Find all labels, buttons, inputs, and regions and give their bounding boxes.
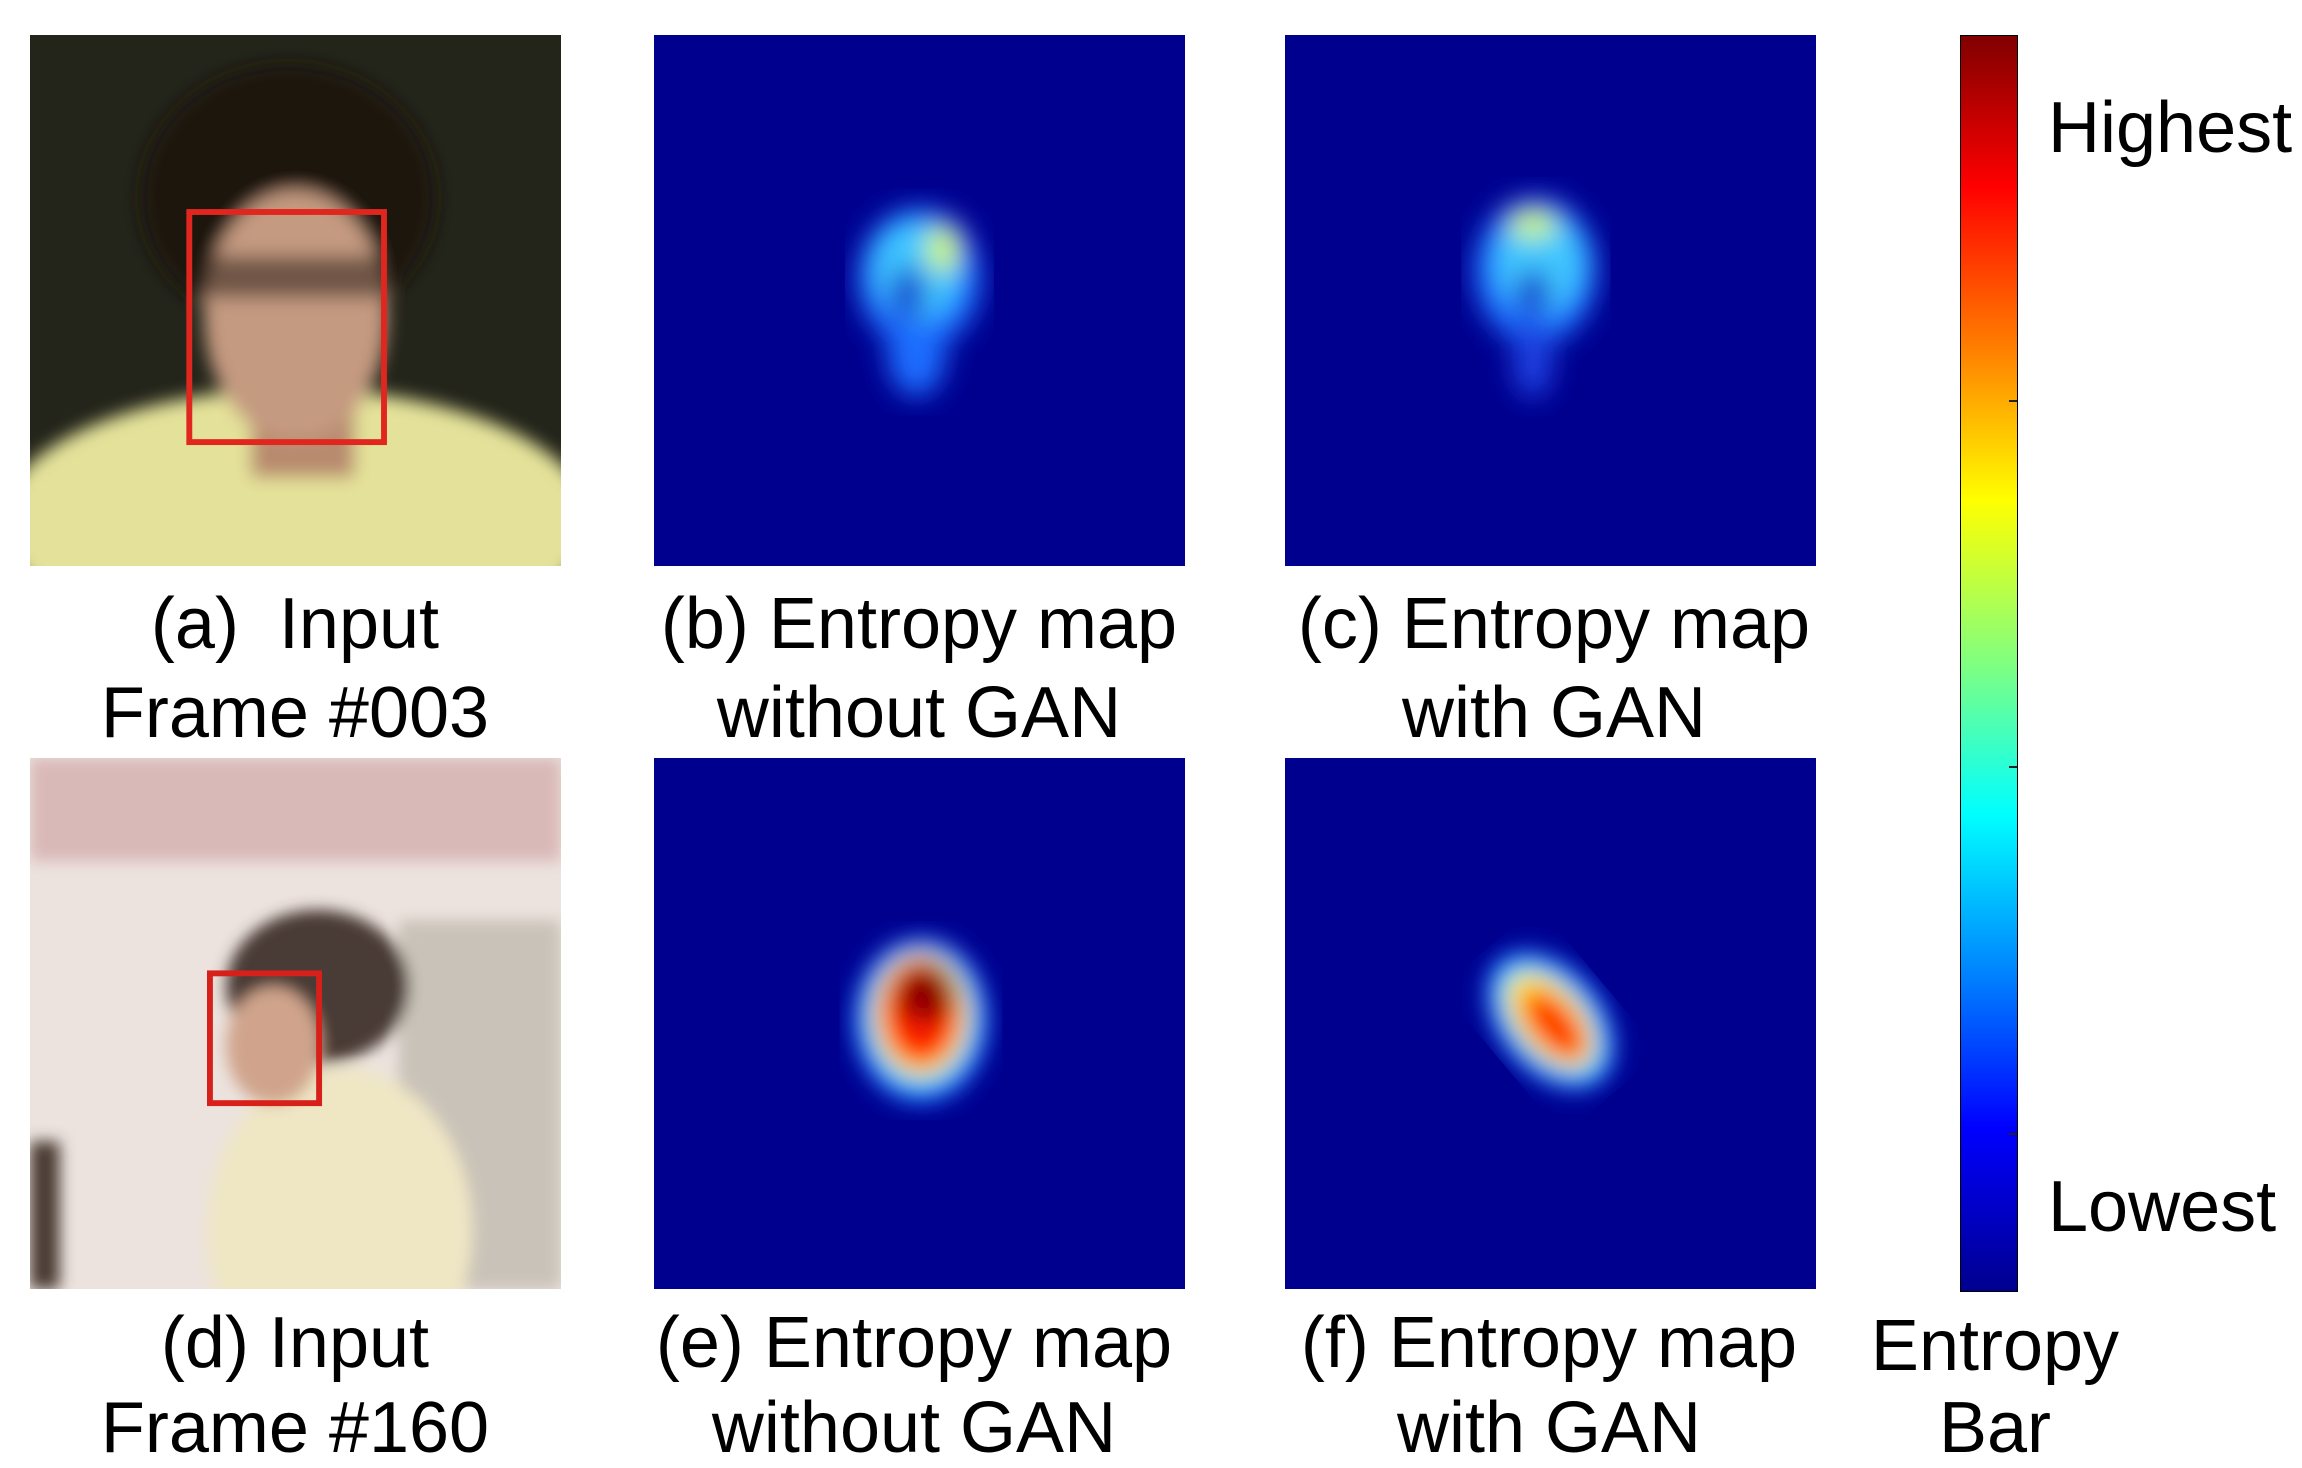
input-photo [30,758,561,1289]
caption: Frame #160 [0,1392,645,1464]
colorbar-high-label: Highest [2048,92,2292,164]
caption: without GAN [564,1392,1264,1464]
colorbar-low-label: Lowest [2048,1171,2276,1243]
caption: (b) Entropy map [569,588,1269,660]
input-photo [30,35,561,566]
entropy-map [654,758,1185,1289]
colorbar-caption: Entropy [1645,1310,2302,1382]
colorbar-tick [2009,400,2017,402]
entropy-map [654,35,1185,566]
entropy-colorbar [1960,35,2018,1292]
caption: (c) Entropy map [1204,588,1904,660]
caption: without GAN [569,677,1269,749]
colorbar-tick [2009,766,2017,768]
caption: (d) Input [0,1307,645,1379]
caption: Frame #003 [0,677,645,749]
colorbar-caption: Bar [1645,1392,2302,1464]
entropy-map [1285,35,1816,566]
caption: with GAN [1204,677,1904,749]
entropy-blob [853,938,989,1103]
entropy-map [1285,758,1816,1289]
figure: (a) Input Frame #003 (b) Entropy map wit… [0,0,2302,1453]
caption: (a) Input [0,588,645,660]
caption: (e) Entropy map [564,1307,1264,1379]
colorbar-tick [2009,1133,2017,1135]
